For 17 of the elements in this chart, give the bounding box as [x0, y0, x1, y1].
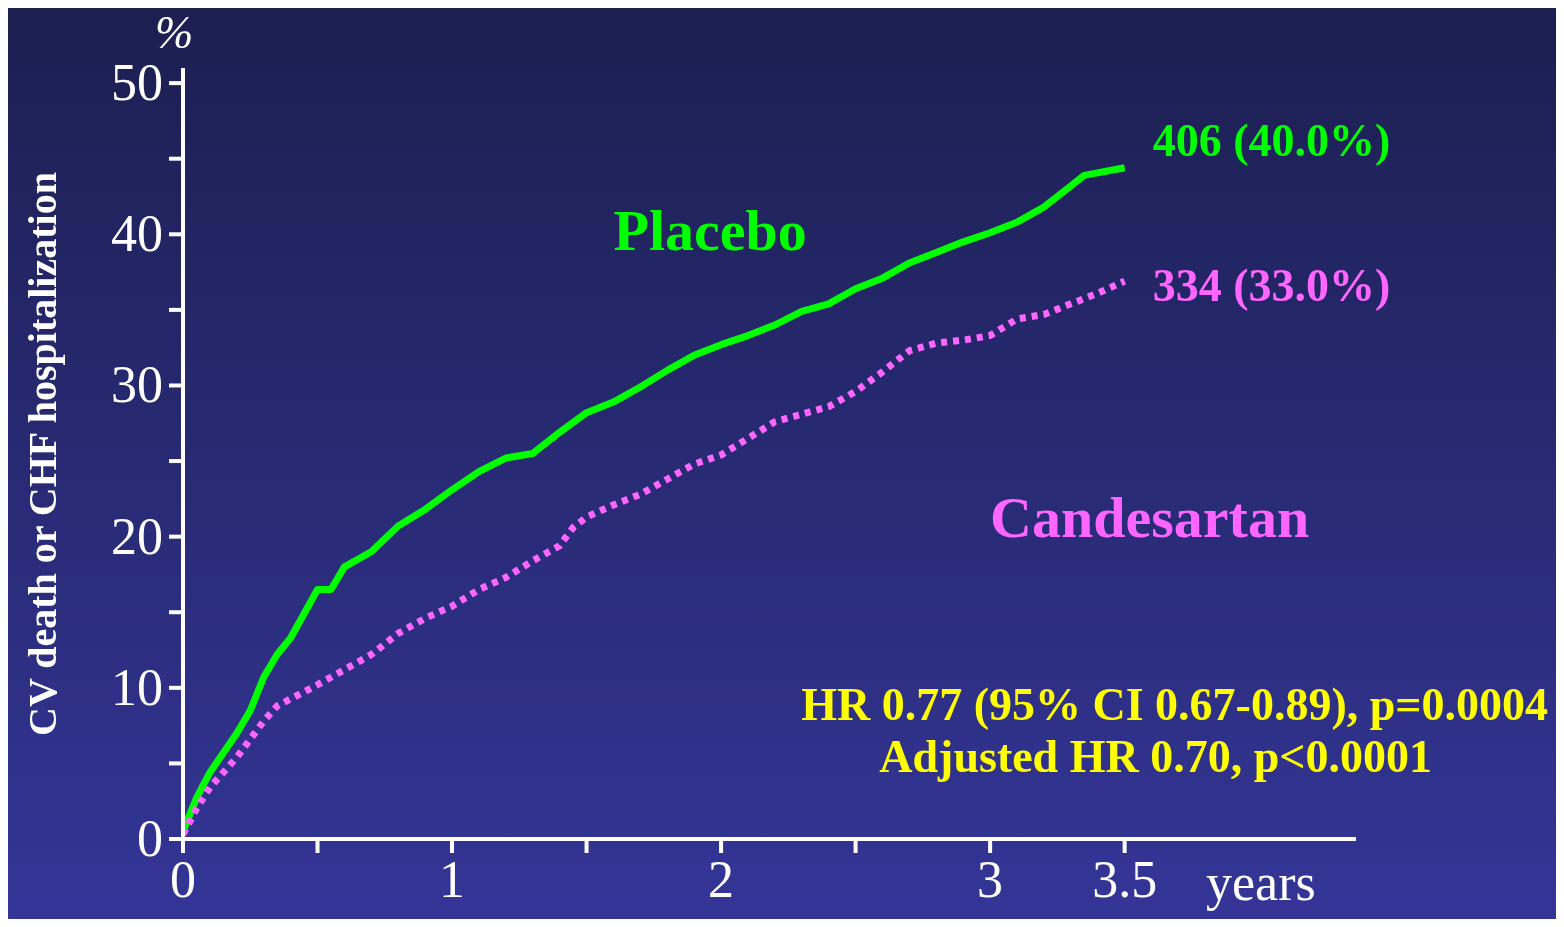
annotation: Adjusted HR 0.70, p<0.0001: [879, 730, 1432, 783]
x-axis-title: years: [1206, 853, 1316, 912]
text: Candesartan: [990, 483, 1310, 551]
annotation: 334 (33.0%): [1152, 259, 1391, 313]
y-tick-label: 40: [111, 205, 163, 263]
series-label: Placebo: [613, 196, 807, 264]
y-axis-title: CV death or CHF hospitalization: [18, 171, 66, 736]
y-tick-label: 10: [111, 658, 163, 716]
x-tick-label: 2: [708, 851, 735, 908]
annotation: 406 (40.0%): [1152, 113, 1391, 167]
x-tick-label: 3.5: [1092, 851, 1158, 908]
y-tick-label: 30: [111, 356, 163, 414]
x-tick-label: 3: [977, 851, 1004, 908]
y-tick-label: 20: [111, 507, 163, 565]
annotation: HR 0.77 (95% CI 0.67-0.89), p=0.0004: [801, 678, 1548, 731]
y-tick-label: 0: [137, 810, 163, 867]
x-tick-label: 1: [439, 851, 466, 908]
